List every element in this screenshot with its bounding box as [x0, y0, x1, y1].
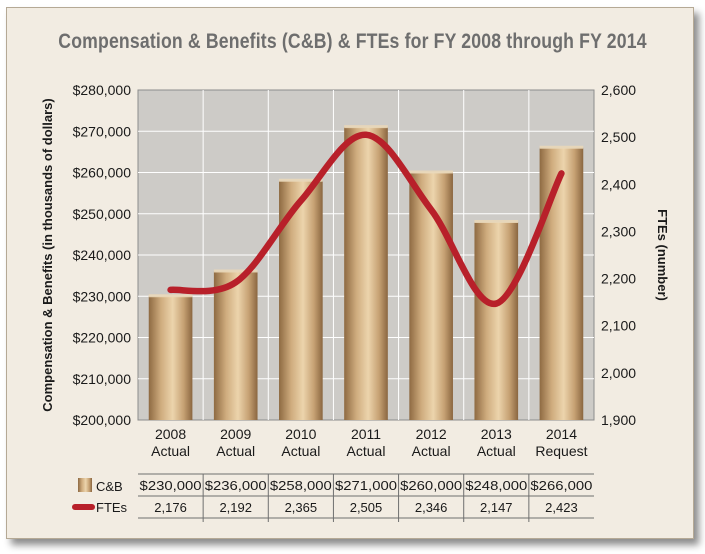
x-tick-label: 2008 — [155, 426, 186, 442]
fte-line — [167, 131, 565, 307]
table-cell-cb: $271,000 — [335, 478, 397, 493]
x-tick-label: 2010 — [285, 426, 316, 442]
y-tick-label: $260,000 — [73, 165, 132, 181]
bar-top — [474, 220, 519, 223]
legend-label-fte: FTEs — [96, 500, 128, 515]
table-cell-fte: 2,423 — [545, 500, 578, 515]
bar-top — [539, 145, 584, 149]
x-tick-label: 2009 — [220, 426, 251, 442]
bar-top — [409, 170, 453, 174]
table-cell-fte: 2,346 — [415, 500, 448, 515]
bar — [539, 147, 584, 420]
table-cell-fte: 2,365 — [285, 500, 318, 515]
y2-tick-label: 1,900 — [601, 412, 636, 428]
table-cell-cb: $258,000 — [270, 478, 332, 493]
x-tick-label: 2014 — [546, 426, 577, 442]
y2-tick-label: 2,200 — [601, 271, 636, 287]
bar — [344, 127, 388, 420]
table-cell-cb: $236,000 — [205, 478, 267, 493]
table-cell-cb: $230,000 — [140, 478, 202, 493]
x-tick-label: 2013 — [481, 426, 512, 442]
y-tick-label: $280,000 — [73, 82, 132, 98]
y2-axis-label: FTEs (number) — [655, 209, 670, 301]
x-tick-sublabel: Request — [535, 443, 587, 459]
x-tick-sublabel: Actual — [281, 443, 320, 459]
y-tick-label: $240,000 — [73, 247, 132, 263]
legend-label-cb: C&B — [96, 479, 123, 494]
y-tick-label: $210,000 — [73, 371, 132, 387]
y2-tick-label: 2,100 — [601, 318, 636, 334]
bar-top — [279, 178, 323, 182]
x-tick-sublabel: Actual — [151, 443, 190, 459]
chart-title: Compensation & Benefits (C&B) & FTEs for… — [58, 30, 647, 53]
y-tick-label: $270,000 — [73, 123, 132, 139]
y2-tick-label: 2,500 — [601, 129, 636, 145]
table-cell-fte: 2,147 — [480, 500, 513, 515]
x-tick-sublabel: Actual — [216, 443, 255, 459]
bar-top — [213, 269, 258, 273]
x-tick-label: 2012 — [416, 426, 447, 442]
legend-swatch-cb — [78, 478, 92, 492]
x-tick-sublabel: Actual — [347, 443, 386, 459]
table-cell-fte: 2,192 — [219, 500, 252, 515]
y2-tick-label: 2,400 — [601, 176, 636, 192]
y-axis-label: Compensation & Benefits (in thousands of… — [40, 98, 55, 411]
bar-top — [148, 294, 193, 298]
bar — [213, 271, 258, 420]
y-tick-label: $220,000 — [73, 330, 132, 346]
y-tick-label: $230,000 — [73, 288, 132, 304]
y2-tick-label: 2,300 — [601, 223, 636, 239]
y-tick-label: $250,000 — [73, 206, 132, 222]
y2-tick-label: 2,000 — [601, 365, 636, 381]
table-cell-cb: $266,000 — [530, 478, 592, 493]
table-cell-fte: 2,505 — [350, 500, 383, 515]
bar-top — [344, 125, 388, 129]
bar — [148, 296, 193, 420]
y2-tick-label: 2,600 — [601, 82, 636, 98]
table-cell-cb: $260,000 — [400, 478, 462, 493]
x-tick-label: 2011 — [351, 426, 381, 442]
y-tick-label: $200,000 — [73, 412, 132, 428]
table-cell-fte: 2,176 — [154, 500, 187, 515]
table-cell-cb: $248,000 — [465, 478, 527, 493]
x-tick-sublabel: Actual — [412, 443, 451, 459]
x-tick-sublabel: Actual — [477, 443, 516, 459]
bar — [474, 222, 519, 420]
